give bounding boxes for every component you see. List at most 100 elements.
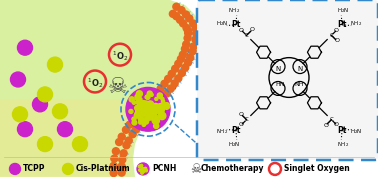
Circle shape xyxy=(189,48,196,55)
Circle shape xyxy=(57,122,73,137)
Circle shape xyxy=(145,103,152,110)
Text: C: C xyxy=(330,33,333,38)
Text: ☠: ☠ xyxy=(108,77,128,97)
Circle shape xyxy=(149,108,152,111)
Circle shape xyxy=(139,169,141,171)
Circle shape xyxy=(126,121,133,128)
Circle shape xyxy=(157,85,164,92)
Circle shape xyxy=(53,104,68,119)
Circle shape xyxy=(157,93,163,98)
Text: Pt: Pt xyxy=(337,20,347,29)
Circle shape xyxy=(141,170,144,172)
Circle shape xyxy=(136,91,143,97)
Circle shape xyxy=(161,97,164,100)
Circle shape xyxy=(173,13,180,20)
Circle shape xyxy=(143,111,149,116)
Circle shape xyxy=(135,105,143,113)
Circle shape xyxy=(141,168,144,170)
Circle shape xyxy=(172,65,179,72)
Circle shape xyxy=(154,115,158,120)
Circle shape xyxy=(144,104,152,111)
Circle shape xyxy=(136,106,141,110)
Circle shape xyxy=(139,121,142,124)
Circle shape xyxy=(129,131,136,138)
Text: O: O xyxy=(334,122,339,127)
Circle shape xyxy=(142,123,146,126)
Circle shape xyxy=(126,87,170,131)
Circle shape xyxy=(177,56,184,62)
Circle shape xyxy=(169,10,177,17)
Text: HN: HN xyxy=(275,82,285,87)
Circle shape xyxy=(158,95,162,99)
Circle shape xyxy=(146,96,149,99)
Text: O: O xyxy=(250,27,255,32)
Circle shape xyxy=(144,106,152,113)
Polygon shape xyxy=(0,0,200,177)
Circle shape xyxy=(118,169,125,176)
Circle shape xyxy=(184,35,191,42)
Circle shape xyxy=(141,105,149,113)
Circle shape xyxy=(138,165,141,168)
Circle shape xyxy=(180,20,187,27)
Circle shape xyxy=(119,156,126,163)
Circle shape xyxy=(158,112,166,120)
Circle shape xyxy=(120,150,127,157)
Circle shape xyxy=(178,70,186,77)
Circle shape xyxy=(155,97,158,100)
Circle shape xyxy=(144,167,147,170)
Circle shape xyxy=(129,97,134,102)
Circle shape xyxy=(161,80,168,87)
Text: Cis-Platnium: Cis-Platnium xyxy=(76,164,131,173)
Circle shape xyxy=(144,102,149,107)
Text: C: C xyxy=(330,117,333,122)
Circle shape xyxy=(141,168,144,170)
FancyBboxPatch shape xyxy=(197,0,378,160)
Circle shape xyxy=(144,101,149,106)
Text: O: O xyxy=(323,123,328,128)
Circle shape xyxy=(138,98,142,101)
Text: H$_2$N: H$_2$N xyxy=(228,140,241,149)
Circle shape xyxy=(183,41,190,48)
Circle shape xyxy=(112,148,119,155)
Circle shape xyxy=(17,40,33,55)
Text: N: N xyxy=(297,66,303,72)
Circle shape xyxy=(184,59,192,66)
Circle shape xyxy=(149,109,157,116)
Text: O: O xyxy=(334,28,339,33)
Circle shape xyxy=(129,109,133,113)
Circle shape xyxy=(141,116,148,123)
Circle shape xyxy=(145,169,147,172)
Circle shape xyxy=(190,20,197,27)
Circle shape xyxy=(145,105,152,113)
Circle shape xyxy=(138,116,144,122)
Circle shape xyxy=(175,75,182,82)
Circle shape xyxy=(132,120,137,125)
Text: C: C xyxy=(245,33,248,38)
Circle shape xyxy=(118,133,125,140)
Circle shape xyxy=(150,105,157,112)
Circle shape xyxy=(73,137,87,151)
Circle shape xyxy=(137,100,141,104)
Circle shape xyxy=(178,7,185,14)
Circle shape xyxy=(152,103,160,111)
Circle shape xyxy=(142,168,144,170)
Text: NH$_2$: NH$_2$ xyxy=(350,19,362,28)
Circle shape xyxy=(147,111,152,116)
Circle shape xyxy=(145,114,151,121)
Circle shape xyxy=(135,110,143,118)
Circle shape xyxy=(48,57,62,72)
Text: NH$_2$: NH$_2$ xyxy=(338,140,350,149)
Circle shape xyxy=(130,116,137,123)
Circle shape xyxy=(165,75,172,82)
Circle shape xyxy=(136,96,140,101)
Circle shape xyxy=(12,107,28,122)
Circle shape xyxy=(144,104,149,110)
Circle shape xyxy=(142,170,145,173)
Circle shape xyxy=(192,36,199,43)
Text: Chemotherapy: Chemotherapy xyxy=(201,164,265,173)
Circle shape xyxy=(146,106,152,112)
Text: O: O xyxy=(335,38,339,43)
Circle shape xyxy=(9,163,20,174)
Circle shape xyxy=(140,164,143,167)
Circle shape xyxy=(11,72,25,87)
